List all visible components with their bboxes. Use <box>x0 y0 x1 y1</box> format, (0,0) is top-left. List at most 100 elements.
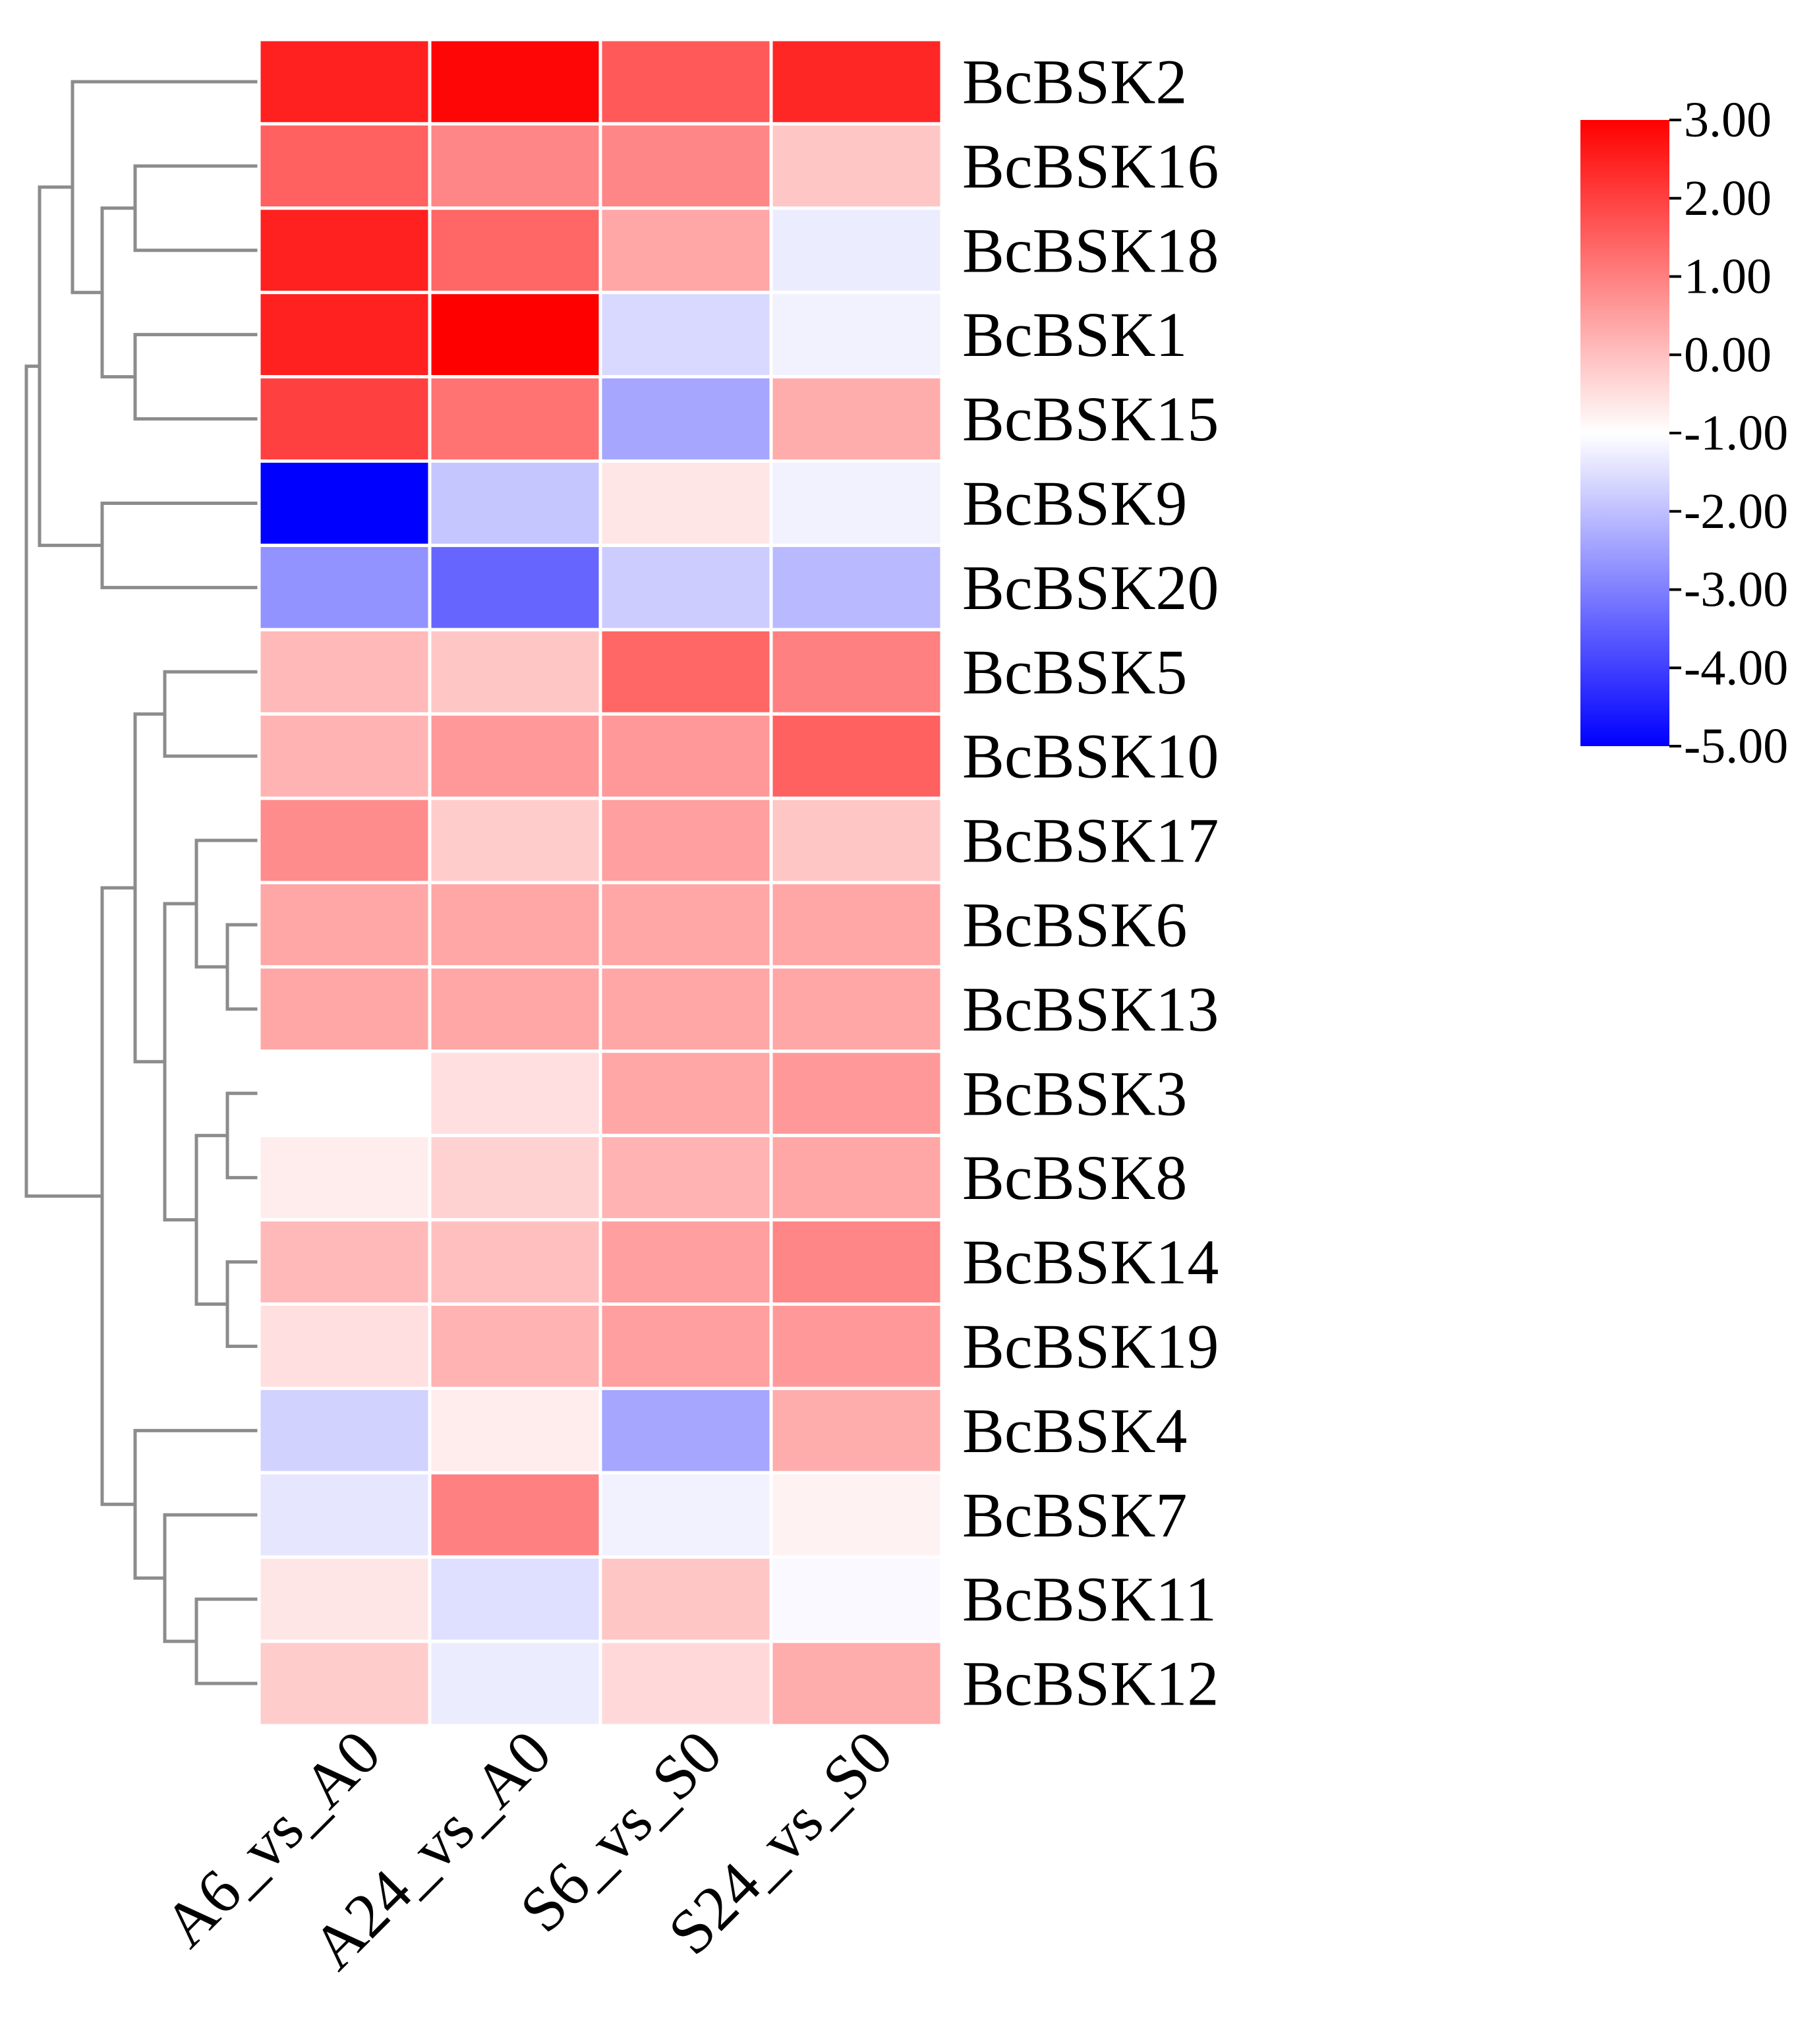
color-scale-tick-label: -1.00 <box>1684 405 1788 461</box>
dendrogram-branch <box>225 923 259 1011</box>
heatmap-cell <box>769 459 944 547</box>
heatmap-cell <box>598 38 773 126</box>
heatmap-cell <box>257 796 432 885</box>
heatmap-cell <box>598 881 773 969</box>
row-label: BcBSK3 <box>962 1058 1187 1128</box>
dendrogram-branch <box>71 80 259 295</box>
heatmap-cell <box>598 375 773 463</box>
dendrogram-branch <box>225 1260 259 1348</box>
heatmap-cell <box>769 1049 944 1138</box>
heatmap-cell <box>428 38 602 126</box>
row-labels: BcBSK2 BcBSK16 BcBSK18 BcBSK1 BcBSK15 BcBSK9 B… <box>962 46 1219 1718</box>
heatmap-cell <box>428 965 602 1053</box>
heatmap-cell <box>598 1555 773 1643</box>
heatmap-cell <box>257 459 432 547</box>
row-label: BcBSK16 <box>962 131 1219 201</box>
row-label: BcBSK18 <box>962 215 1219 285</box>
heatmap-cell <box>769 881 944 969</box>
heatmap-cell <box>257 38 432 126</box>
dendrogram-branch <box>163 670 259 758</box>
row-label: BcBSK14 <box>962 1227 1219 1297</box>
color-scale-bar <box>1580 120 1669 746</box>
heatmap-cell <box>769 1218 944 1306</box>
color-scale-tick-label: 0.00 <box>1684 327 1772 382</box>
heatmap-cell <box>769 1471 944 1559</box>
color-scale-tick-label: -3.00 <box>1684 562 1788 618</box>
heatmap-cell <box>257 965 432 1053</box>
heatmap-cell <box>598 1049 773 1138</box>
heatmap-cell <box>257 628 432 716</box>
dendrogram-branch <box>133 712 165 1064</box>
heatmap-cell <box>428 1555 602 1643</box>
heatmap-cell <box>598 122 773 210</box>
heatmap-cell <box>769 543 944 631</box>
heatmap-cell <box>769 628 944 716</box>
heatmap-cell <box>769 712 944 800</box>
heatmap-cell <box>769 375 944 463</box>
color-scale-tick-label: -5.00 <box>1684 718 1788 774</box>
heatmap-cell <box>257 1302 432 1390</box>
row-label: BcBSK7 <box>962 1480 1187 1550</box>
color-scale-tick-label: 1.00 <box>1684 249 1772 305</box>
heatmap-cell <box>598 291 773 379</box>
heatmap-cell <box>428 1049 602 1138</box>
heatmap-cell <box>257 1386 432 1475</box>
heatmap-cell <box>769 1639 944 1728</box>
heatmap-cell <box>598 796 773 885</box>
row-label: BcBSK1 <box>962 299 1187 370</box>
dendrogram-branch <box>194 1597 259 1685</box>
dendrogram-branch <box>133 164 259 252</box>
dendrogram-branch <box>100 501 259 589</box>
heatmap-cell <box>598 1639 773 1728</box>
heatmap-cell <box>769 1386 944 1475</box>
row-label: BcBSK2 <box>962 46 1187 117</box>
heatmap-cell <box>428 712 602 800</box>
row-label: BcBSK10 <box>962 721 1219 792</box>
row-label: BcBSK9 <box>962 468 1187 539</box>
heatmap-cell <box>428 375 602 463</box>
heatmap-cell <box>257 712 432 800</box>
row-label: BcBSK5 <box>962 637 1187 707</box>
heatmap-cells <box>257 38 944 1728</box>
dendrogram-branch <box>133 1428 259 1580</box>
heatmap-cell <box>257 1471 432 1559</box>
heatmap-cell <box>257 1639 432 1728</box>
heatmap-cell <box>598 1386 773 1475</box>
heatmap-cell <box>257 291 432 379</box>
dendrogram-branch <box>163 1513 259 1643</box>
dendrogram-branch <box>163 902 196 1222</box>
heatmap-cell <box>598 459 773 547</box>
heatmap-cell <box>598 1302 773 1390</box>
heatmap-cell <box>769 206 944 295</box>
heatmap-cell <box>769 1302 944 1390</box>
heatmap-cell <box>428 291 602 379</box>
row-label: BcBSK15 <box>962 384 1219 454</box>
dendrogram-branch <box>100 206 135 379</box>
heatmap-cell <box>257 206 432 295</box>
heatmap-cell <box>428 796 602 885</box>
color-scale-tick-label: 3.00 <box>1684 92 1772 148</box>
heatmap-cell <box>428 1471 602 1559</box>
heatmap-cell <box>257 1555 432 1643</box>
heatmap-cell <box>257 375 432 463</box>
heatmap-cell <box>428 881 602 969</box>
heatmap-cell <box>598 1218 773 1306</box>
heatmap-cell <box>598 628 773 716</box>
row-label: BcBSK19 <box>962 1311 1219 1382</box>
heatmap-cell <box>257 543 432 631</box>
heatmap-cell <box>257 122 432 210</box>
heatmap-cell <box>769 291 944 379</box>
row-label: BcBSK8 <box>962 1142 1187 1213</box>
dendrogram-branch <box>133 333 259 421</box>
heatmap-cell <box>428 1302 602 1390</box>
row-label: BcBSK4 <box>962 1395 1187 1466</box>
row-label: BcBSK6 <box>962 889 1187 960</box>
dendrogram-branch <box>100 886 135 1506</box>
row-label: BcBSK11 <box>962 1564 1217 1635</box>
heatmap-cell <box>428 206 602 295</box>
heatmap-cell <box>257 1049 432 1138</box>
color-scale-tick-label: -2.00 <box>1684 484 1788 539</box>
heatmap-cell <box>257 881 432 969</box>
